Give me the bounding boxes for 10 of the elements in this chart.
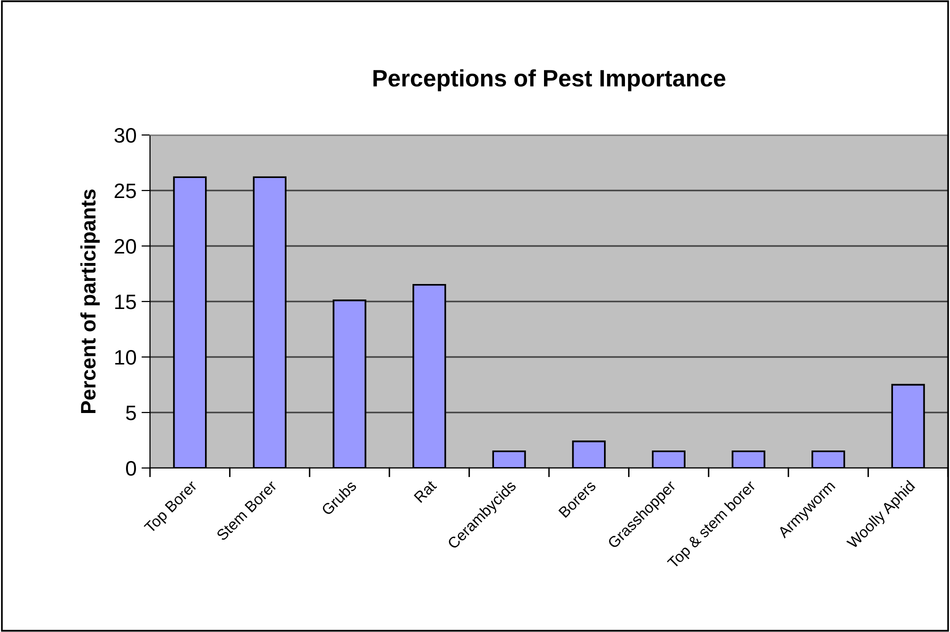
y-tick-label: 15 [115, 294, 136, 310]
chart-title: Perceptions of Pest Importance [373, 69, 726, 92]
y-tick-label: 20 [114, 239, 136, 254]
y-axis-title: Percent of participants [80, 189, 100, 413]
y-tick-label: 25 [114, 184, 136, 198]
y-tick-label: 5 [126, 406, 136, 420]
y-tick-label: 30 [114, 128, 136, 143]
x-tick-label: Rat [414, 480, 438, 503]
y-tick-label: 10 [115, 350, 136, 365]
y-tick-label: 0 [126, 461, 136, 476]
